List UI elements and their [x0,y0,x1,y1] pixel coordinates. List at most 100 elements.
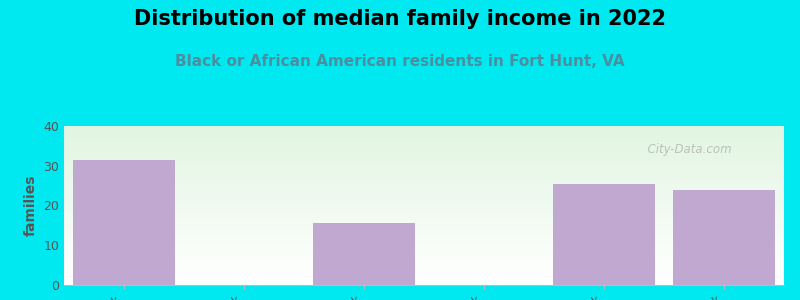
Bar [64,211,784,212]
Bar [64,159,784,160]
Bar [64,273,784,274]
Bar [64,258,784,259]
Bar [64,277,784,278]
Bar [64,249,784,250]
Bar [64,261,784,262]
Bar [64,173,784,174]
Bar [64,194,784,195]
Bar [64,262,784,263]
Bar [64,223,784,224]
Bar [64,284,784,285]
Bar [64,268,784,269]
Bar [64,180,784,181]
Bar [64,162,784,163]
Bar [64,259,784,260]
Bar [64,141,784,142]
Bar [64,167,784,168]
Bar [64,235,784,236]
Bar [64,179,784,180]
Bar [64,215,784,216]
Bar [64,281,784,282]
Bar [64,132,784,133]
Bar [64,260,784,261]
Bar [64,233,784,234]
Bar [64,231,784,232]
Bar [64,264,784,265]
Bar [64,185,784,186]
Bar [64,192,784,193]
Bar [64,265,784,266]
Bar [64,149,784,150]
Bar [73,160,175,285]
Bar [64,270,784,271]
Bar [64,241,784,242]
Bar [64,160,784,161]
Bar [64,137,784,138]
Bar [64,214,784,215]
Bar [64,130,784,131]
Bar [64,224,784,225]
Bar [64,206,784,207]
Text: City-Data.com: City-Data.com [640,143,732,156]
Bar [64,196,784,197]
Bar [64,234,784,235]
Bar [64,221,784,222]
Bar [64,198,784,199]
Bar [64,218,784,219]
Bar [64,156,784,157]
Bar [64,181,784,182]
Bar [64,151,784,152]
Bar [64,248,784,249]
Bar [64,131,784,132]
Bar [64,184,784,185]
Bar [64,153,784,154]
Bar [64,257,784,258]
Bar [64,186,784,187]
Bar [64,178,784,179]
Bar [64,276,784,277]
Bar [64,148,784,149]
Bar [64,236,784,237]
Bar [64,269,784,270]
Bar [64,219,784,220]
Bar [64,171,784,172]
Bar [64,254,784,255]
Bar [64,227,784,228]
Bar [64,154,784,155]
Bar [64,170,784,171]
Bar [64,176,784,177]
Bar [64,143,784,144]
Bar [553,184,655,285]
Bar [64,212,784,213]
Bar [64,203,784,204]
Bar [64,152,784,153]
Bar [64,266,784,267]
Bar [64,134,784,135]
Bar [64,191,784,192]
Bar [64,229,784,230]
Bar [64,272,784,273]
Bar [64,267,784,268]
Bar [64,201,784,202]
Bar [64,228,784,229]
Bar [64,193,784,194]
Text: Distribution of median family income in 2022: Distribution of median family income in … [134,9,666,29]
Bar [64,274,784,275]
Bar [64,216,784,217]
Bar [64,251,784,252]
Bar [64,177,784,178]
Bar [64,126,784,127]
Bar [64,158,784,159]
Bar [64,172,784,173]
Bar [64,253,784,254]
Bar [64,163,784,164]
Bar [64,136,784,137]
Bar [64,147,784,148]
Bar [64,150,784,151]
Bar [64,280,784,281]
Bar [64,210,784,211]
Bar [64,240,784,241]
Bar [64,144,784,145]
Bar [64,199,784,200]
Bar [64,263,784,264]
